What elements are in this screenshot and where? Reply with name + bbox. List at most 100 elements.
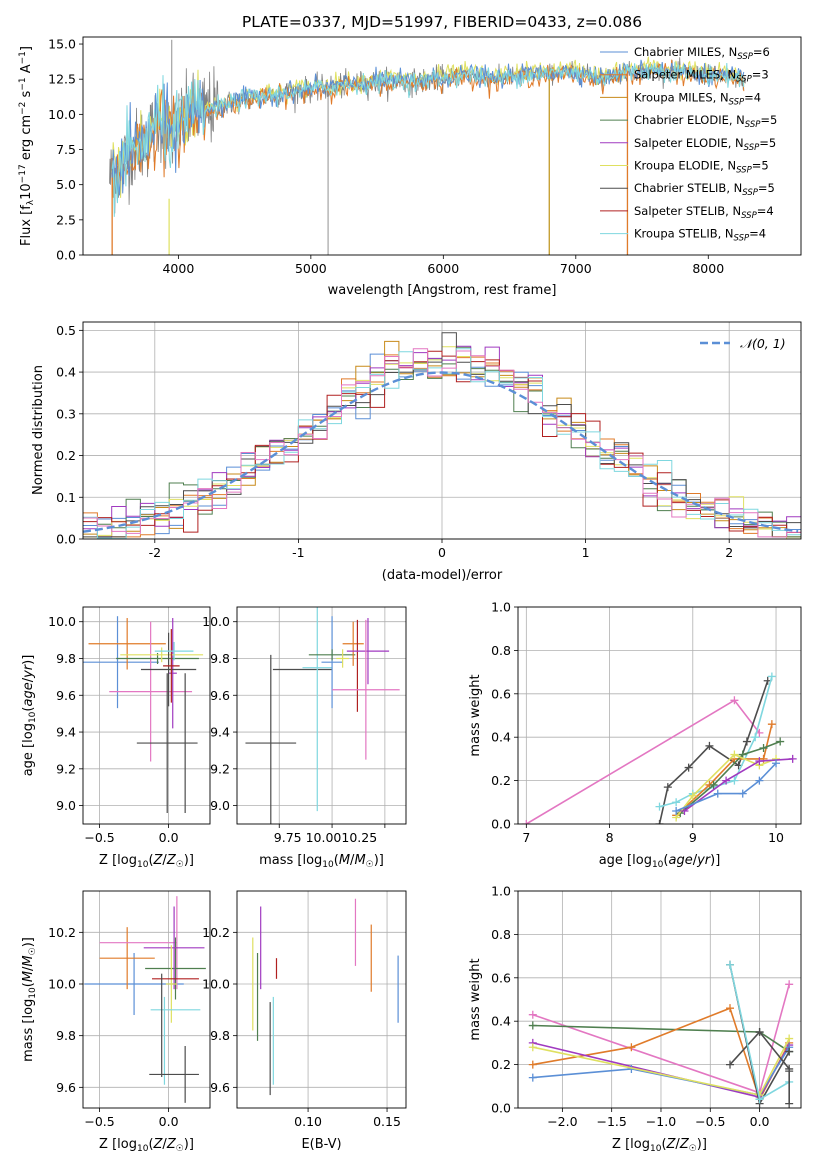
series-marker <box>528 1073 537 1082</box>
series-marker <box>785 1099 794 1108</box>
errorbar-point <box>136 673 198 813</box>
legend: Chabrier MILES, NSSP=6 Salpeter MILES, NS… <box>600 45 777 244</box>
x-axis-label: Z [log10(Z/Z☉)] <box>99 853 194 870</box>
legend-label: Kroupa MILES, NSSP=4 <box>634 90 761 107</box>
axes-frame <box>82 36 802 256</box>
x-tick-label: 8000 <box>692 261 724 276</box>
x-tick-label: 1 <box>582 545 590 560</box>
y-tick-label: 9.4 <box>210 725 230 740</box>
x-axis-label: wavelength [Angstrom, rest frame] <box>328 283 557 298</box>
series-marker <box>528 1043 537 1052</box>
x-tick-label: −0.5 <box>84 830 114 845</box>
series-marker <box>684 763 693 772</box>
series-line <box>675 724 773 816</box>
series-marker <box>730 696 739 705</box>
legend-label: Salpeter MILES, NSSP=3 <box>634 68 769 85</box>
x-tick-label: 5000 <box>295 261 327 276</box>
axes-frame <box>517 606 802 825</box>
series-marker <box>738 750 747 759</box>
y-tick-label: 0.1 <box>56 490 76 505</box>
series-line <box>659 676 773 808</box>
y-tick-label: 0.2 <box>491 773 511 788</box>
y-tick-label: 9.0 <box>56 798 76 813</box>
y-tick-label: 9.4 <box>56 725 76 740</box>
y-tick-label: 0.8 <box>491 927 511 942</box>
x-tick-label: 9 <box>689 830 697 845</box>
y-tick-label: 0.6 <box>491 970 511 985</box>
y-tick-label: 0.0 <box>491 1101 511 1116</box>
series-marker <box>522 820 531 824</box>
errorbar-point <box>245 654 297 824</box>
y-axis-label: Normed distribution <box>31 365 46 495</box>
y-tick-label: 10.0 <box>48 614 76 629</box>
series-marker <box>755 1095 764 1104</box>
errorbar-point <box>140 632 197 707</box>
x-axis-label: mass [log10(M/M☉)] <box>259 853 384 870</box>
y-tick-label: 0.4 <box>491 730 511 745</box>
plot-area <box>83 332 801 539</box>
series-marker <box>672 798 681 807</box>
massweight_vs_age-panel: 7 8 9 10 0.0 0.2 0.4 0.6 0.8 1.0 age [log10(age/yr… <box>468 600 802 870</box>
series-marker <box>722 776 731 785</box>
legend-label: Salpeter STELIB, NSSP=4 <box>634 204 774 221</box>
x-tick-label: −2.0 <box>547 1114 577 1129</box>
errorbar-point <box>88 618 166 670</box>
plot-area <box>522 672 797 824</box>
x-tick-label: 0.0 <box>159 830 179 845</box>
y-tick-label: 9.6 <box>56 1080 76 1095</box>
legend: 𝒩(0, 1) <box>700 336 786 351</box>
y-tick-label: 5.0 <box>56 177 76 192</box>
x-tick-label: 7 <box>522 830 530 845</box>
y-tick-label: 0.0 <box>56 532 76 547</box>
y-tick-label: 10.0 <box>48 977 76 992</box>
mass_vs_Z-panel: −0.5 0.0 9.6 9.8 10.0 10.2 Z [log10(Z/Z☉)] mass… <box>21 890 211 1154</box>
x-tick-label: 10 <box>768 830 784 845</box>
x-tick-label: 7000 <box>560 261 592 276</box>
axes-frame <box>82 606 211 825</box>
y-tick-label: 10.0 <box>48 107 76 122</box>
x-tick-label: 9.75 10.0010.25 <box>274 830 377 845</box>
legend-label: 𝒩(0, 1) <box>740 336 786 351</box>
y-tick-label: 0.5 <box>56 323 76 338</box>
axes-frame <box>236 606 407 825</box>
series-marker <box>528 1060 537 1069</box>
x-axis-label: (data-model)/error <box>382 568 503 583</box>
y-axis-label: mass weight <box>468 958 483 1040</box>
y-tick-label: 10.0 <box>202 977 230 992</box>
series-marker <box>528 1010 537 1019</box>
series-marker <box>713 789 722 798</box>
y-axis-label: Flux [fλ10−17 erg cm−2 s−1 A−1] <box>18 46 36 246</box>
errorbar-point <box>332 619 400 760</box>
y-tick-label: 1.0 <box>491 884 511 899</box>
series-marker <box>705 741 714 750</box>
model-spectrum-line <box>111 61 745 217</box>
residuals-panel: -2 -1 0 1 2 0.0 0.1 0.2 0.3 0.4 0.5 (data-model)/er… <box>31 321 802 583</box>
series-marker <box>655 802 664 811</box>
y-tick-label: 0.4 <box>56 365 76 380</box>
series-marker <box>755 757 764 766</box>
massweight_vs_Z-panel: −2.0 −1.5 −1.0 −0.5 0.0 0.0 0.2 0.4 0.6 0.8 1.0 Z [… <box>468 884 802 1154</box>
y-tick-label: 0.0 <box>56 248 76 263</box>
x-tick-label: 6000 <box>427 261 459 276</box>
series-marker <box>767 720 776 729</box>
x-tick-label: 0.0 <box>750 1114 770 1129</box>
axes-frame <box>82 890 211 1109</box>
errorbar-point <box>154 641 194 661</box>
series-marker <box>655 820 664 824</box>
y-tick-label: 10.2 <box>48 925 76 940</box>
x-tick-label: 0.15 <box>373 1114 401 1129</box>
y-axis-label: age [log10(age/yr)] <box>21 655 38 777</box>
histogram-series <box>83 348 801 538</box>
series-marker <box>688 791 697 800</box>
x-tick-label: 4000 <box>162 261 194 276</box>
series-marker <box>738 789 747 798</box>
x-tick-label: 0.0 <box>159 1114 179 1129</box>
plot-area <box>245 607 400 824</box>
series-marker <box>755 776 764 785</box>
y-tick-label: 12.5 <box>48 72 76 87</box>
y-tick-label: 0.0 <box>491 817 511 832</box>
plot-area <box>109 39 746 255</box>
y-tick-label: 2.5 <box>56 212 76 227</box>
errorbar-point <box>346 618 390 685</box>
